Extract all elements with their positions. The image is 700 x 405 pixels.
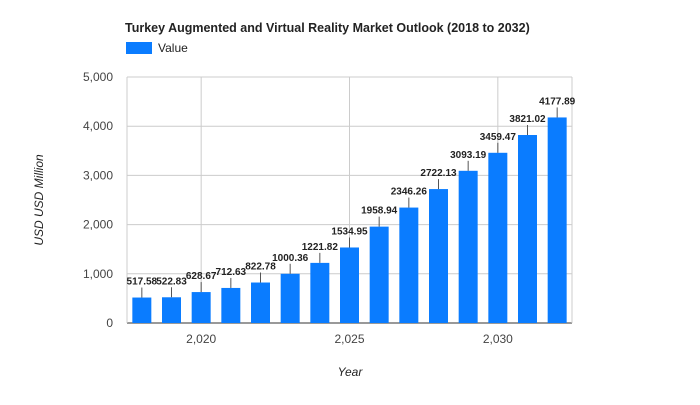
bar[interactable] [310,262,330,323]
data-label: 1221.82 [302,242,339,253]
data-label: 1000.36 [272,253,309,264]
chart-title: Turkey Augmented and Virtual Reality Mar… [125,21,530,35]
bar[interactable] [488,152,508,323]
y-tick-label: 0 [106,316,113,330]
data-labels-layer: 517.58 522.83 628.67 712.63 822.781000.36122… [127,96,576,298]
data-label: 522.83 [156,276,187,287]
axis-layer: 0 1,000 2,000 3,000 4,000 5,000 2,020 2,025 2,03… [83,70,513,346]
bars-layer [132,117,567,323]
x-tick-label: 2,020 [186,332,216,346]
data-label: 628.67 [186,271,217,282]
data-label: 1534.95 [331,226,368,237]
bar[interactable] [458,170,478,323]
bar[interactable] [162,297,181,323]
y-tick-label: 5,000 [83,70,113,84]
bar[interactable] [340,247,359,323]
x-axis-title: Year [338,365,364,379]
x-tick-label: 2,030 [483,332,513,346]
data-label: 4177.89 [539,96,576,107]
bar[interactable] [547,117,567,323]
y-tick-label: 4,000 [83,119,113,133]
bar[interactable] [399,207,419,323]
data-label: 2722.13 [420,168,457,179]
data-label: 1958.94 [361,206,398,217]
data-label: 2346.26 [391,187,428,198]
data-label: 822.78 [245,262,276,273]
bar[interactable] [429,189,448,323]
bar[interactable] [369,226,389,323]
bar[interactable] [191,292,211,323]
data-label: 517.58 [127,277,158,288]
legend-swatch [126,42,152,54]
data-label: 3093.19 [450,150,487,161]
bar[interactable] [132,297,152,323]
bar[interactable] [280,273,300,323]
bar[interactable] [251,282,270,323]
y-axis-title: USD USD Million [32,154,46,246]
data-label: 712.63 [216,267,247,278]
x-tick-label: 2,025 [334,332,364,346]
bar[interactable] [221,287,241,323]
y-tick-label: 2,000 [83,218,113,232]
y-tick-label: 3,000 [83,168,113,182]
legend-label[interactable]: Value [158,41,188,55]
bar[interactable] [518,135,537,323]
y-tick-label: 1,000 [83,267,113,281]
data-label: 3821.02 [509,114,546,125]
data-label: 3459.47 [480,132,517,143]
